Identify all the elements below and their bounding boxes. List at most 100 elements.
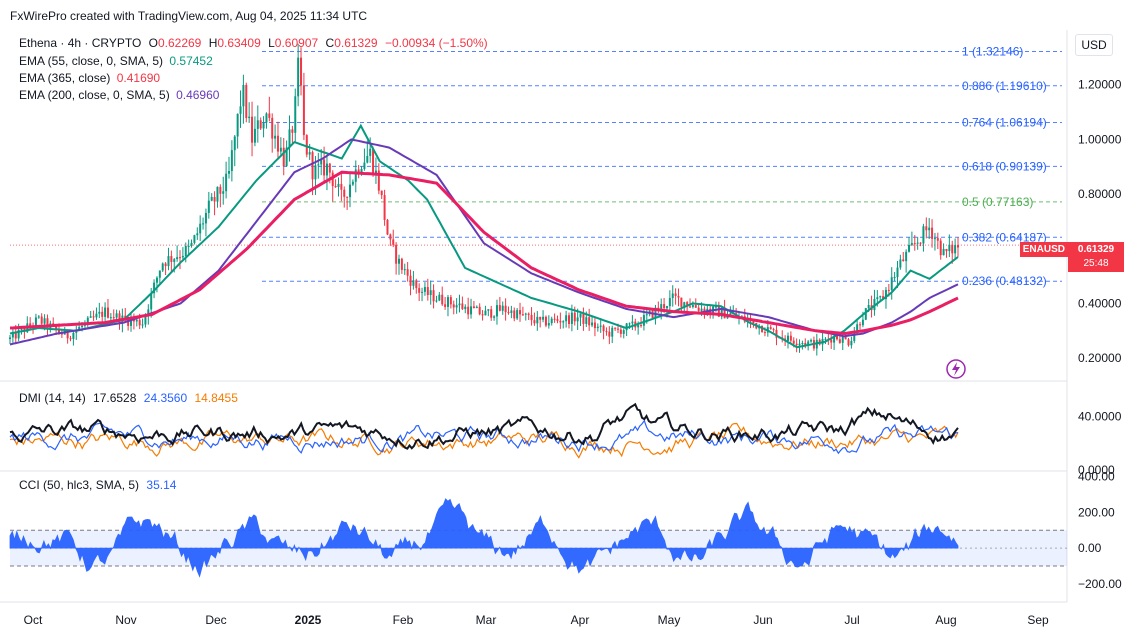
candle-body	[446, 297, 449, 307]
candle-body	[663, 304, 666, 309]
candle	[957, 237, 959, 257]
candle-body	[176, 257, 179, 260]
legend-ema55-value: 0.57452	[169, 54, 213, 68]
legend-ema365[interactable]: EMA (365, close) 0.41690	[19, 71, 160, 85]
candle-body	[147, 309, 150, 316]
candle-body	[596, 326, 599, 329]
candle-body	[948, 244, 951, 252]
candle	[772, 327, 775, 333]
candle	[294, 88, 297, 142]
candle-body	[300, 57, 303, 86]
candle-body	[106, 307, 109, 318]
candle-body	[219, 186, 222, 194]
candle-body	[276, 135, 279, 152]
candle-body	[902, 259, 905, 262]
candle	[426, 278, 429, 301]
legend-cci[interactable]: CCI (50, hlc3, SMA, 5) 35.14	[19, 478, 176, 492]
candle-body	[426, 287, 429, 296]
candle	[550, 316, 553, 326]
candle	[331, 170, 334, 202]
candle	[297, 43, 300, 107]
candle-body	[461, 303, 464, 310]
candle-body	[397, 258, 400, 264]
candle	[501, 301, 504, 315]
candle-body	[861, 319, 864, 326]
candle-body	[323, 159, 326, 176]
x-tick-label: Dec	[205, 613, 226, 627]
candle	[614, 327, 617, 331]
candle-body	[69, 338, 72, 340]
candle	[37, 315, 40, 319]
candle-body	[714, 306, 717, 308]
candle-body	[268, 113, 271, 118]
candle-body	[20, 328, 23, 330]
candle-body	[317, 164, 320, 166]
candle-body	[256, 120, 259, 129]
candle-body	[879, 296, 882, 298]
candle-body	[527, 313, 530, 315]
legend-high-label: H	[208, 36, 218, 50]
candle-body	[207, 200, 210, 213]
candle-body	[622, 330, 625, 334]
candle-body	[490, 309, 493, 318]
candle-body	[418, 288, 421, 293]
candle	[467, 297, 470, 320]
candle-body	[380, 190, 383, 196]
candle	[553, 313, 556, 323]
legend-dmi-label: DMI (14, 14)	[19, 391, 86, 405]
candle-body	[859, 324, 862, 326]
candle-body	[227, 171, 230, 174]
candle	[472, 301, 475, 309]
candle-body	[804, 342, 807, 346]
candle-body	[570, 312, 573, 324]
candle	[155, 276, 158, 293]
candle-body	[498, 305, 501, 311]
candle	[579, 313, 582, 327]
candle-body	[882, 296, 885, 300]
candle	[351, 179, 354, 186]
candle-body	[801, 342, 804, 344]
candle	[542, 310, 545, 323]
candle-body	[637, 325, 640, 328]
candle	[521, 306, 524, 316]
candle-body	[389, 234, 392, 240]
candle	[519, 302, 522, 322]
candle-body	[444, 304, 447, 307]
legend-ema200[interactable]: EMA (200, close, 0, SMA, 5) 0.46960	[19, 88, 219, 102]
candle	[674, 288, 677, 305]
candle	[890, 267, 893, 300]
candle-body	[495, 305, 498, 317]
candle-body	[392, 239, 395, 245]
candle	[671, 285, 674, 307]
candle-body	[605, 331, 608, 333]
candle-body	[536, 316, 539, 324]
candle	[789, 331, 792, 343]
candle	[274, 124, 277, 149]
candle	[438, 292, 441, 302]
candle-body	[884, 289, 887, 300]
dmi-indicator	[9, 402, 959, 459]
candle	[458, 294, 461, 313]
legend-dmi[interactable]: DMI (14, 14) 17.6528 24.3560 14.8455	[19, 391, 238, 405]
candle-body	[101, 311, 104, 317]
flash-icon	[946, 359, 966, 379]
candle	[317, 152, 320, 179]
candle	[599, 318, 602, 333]
candle-body	[905, 251, 908, 262]
candle-body	[867, 305, 870, 309]
currency-button[interactable]: USD	[1075, 34, 1113, 56]
legend-ema55[interactable]: EMA (55, close, 0, SMA, 5) 0.57452	[19, 54, 213, 68]
candle-body	[487, 309, 490, 311]
candle-body	[308, 152, 311, 155]
candle-body	[611, 327, 614, 337]
candle	[216, 186, 219, 208]
candle-body	[516, 310, 519, 319]
candle	[913, 235, 916, 251]
candle	[389, 233, 392, 246]
dmi-y-tick-label: 40.0000	[1078, 409, 1122, 423]
candle	[403, 263, 406, 275]
candle	[441, 286, 444, 306]
candle	[340, 172, 343, 202]
candle	[622, 328, 625, 339]
